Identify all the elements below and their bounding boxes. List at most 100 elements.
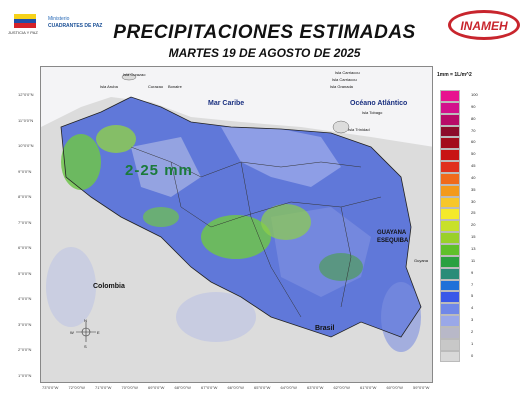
lat-tick-label: 10°0'0"N (18, 143, 34, 148)
legend-value: 7 (471, 281, 474, 287)
lat-tick-label: 4°0'0"N (18, 296, 32, 301)
legend-swatch: 90 (440, 101, 475, 114)
lon-tick-label: 61°0'0"W (360, 385, 377, 390)
legend-swatch: 20 (440, 220, 475, 233)
legend-value: 45 (471, 163, 476, 169)
legend-value: 11 (471, 257, 476, 263)
compass-s-label: S (84, 344, 87, 349)
logo-left-line1: Ministerio (48, 16, 70, 22)
place-label: Isla Aruba (100, 84, 118, 89)
legend-value: 9 (471, 269, 474, 275)
legend-value: 35 (471, 186, 476, 192)
legend-swatch: 5 (440, 291, 473, 304)
lat-tick-label: 12°0'0"N (18, 92, 34, 97)
rain-range-label: 2-25 mm (125, 162, 193, 179)
legend-swatch: 2 (440, 326, 473, 339)
venezuela-flag-icon (14, 14, 36, 28)
lat-tick-label: 7°0'0"N (18, 219, 32, 225)
legend-swatch: 50 (440, 149, 475, 162)
compass-n-label: N (84, 318, 87, 323)
legend-value: 50 (471, 151, 476, 157)
colombia-label: Colombia (93, 283, 125, 290)
place-label: Isla Tobago (362, 110, 383, 115)
legend-title: 1mm = 1L/m^2 (437, 72, 472, 78)
place-label: Isla Curazao (123, 72, 146, 77)
lat-tick-label: 6°0'0"N (18, 245, 32, 250)
place-label: Curazao (148, 84, 164, 89)
inameh-logo-text: INAMEH (460, 19, 508, 33)
lat-tick-label: 3°0'0"N (18, 321, 32, 327)
legend-value: 25 (471, 210, 476, 216)
legend-swatch: 11 (440, 255, 475, 268)
page-subtitle: MARTES 19 DE AGOSTO DE 2025 (168, 46, 361, 60)
legend-swatch: 80 (440, 113, 475, 126)
legend-swatch: 45 (440, 161, 475, 173)
legend-swatch: 100 (440, 90, 478, 102)
place-label: Isla Granada (330, 84, 353, 89)
lon-tick-label: 67°0'0"W (201, 385, 218, 390)
compass-w-label: W (70, 330, 74, 335)
legend-swatch: 0 (440, 350, 473, 363)
lon-tick-label: 59°0'0"W (413, 385, 430, 390)
oceano-atlantico-label: Océano Atlántico (350, 100, 408, 107)
lat-tick-label: 2°0'0"N (18, 347, 32, 352)
map-canvas (41, 67, 432, 382)
lon-tick-label: 73°0'0"W (42, 385, 59, 390)
legend-swatch: 30 (440, 196, 475, 209)
legend-value: 4 (471, 305, 474, 311)
lon-tick-label: 70°0'0"W (121, 385, 138, 390)
legend-swatch: 70 (440, 125, 475, 138)
legend-value: 0 (471, 352, 474, 358)
legend-swatch: 13 (440, 243, 475, 256)
lon-tick-label: 60°0'0"W (386, 385, 403, 390)
lon-tick-label: 72°0'0"W (68, 385, 85, 390)
legend-swatch: 15 (440, 232, 475, 244)
legend-value: 5 (471, 293, 474, 299)
legend-value: 13 (471, 245, 476, 251)
legend-swatch: 9 (440, 267, 473, 280)
inameh-logo: INAMEH (448, 10, 520, 40)
legend-value: 30 (471, 198, 476, 204)
ministry-logo: JUSTICIA Y PAZ Ministerio CUADRANTES DE … (8, 14, 126, 38)
legend-value: 20 (471, 222, 476, 228)
lon-tick-label: 68°0'0"W (174, 385, 191, 390)
legend-swatch: 40 (440, 172, 475, 185)
lon-tick-label: 65°0'0"W (254, 385, 271, 390)
place-label: Isla Carriacou (335, 70, 360, 75)
legend-value: 3 (471, 317, 474, 323)
legend-value: 15 (471, 234, 476, 240)
precipitation-map (40, 66, 433, 383)
lat-tick-label: 1°0'0"N (18, 372, 32, 378)
lat-tick-label: 11°0'0"N (18, 117, 34, 123)
legend-swatch: 4 (440, 303, 473, 316)
legend-value: 80 (471, 115, 476, 121)
lon-tick-label: 62°0'0"W (333, 385, 350, 390)
logo-left-line2: CUADRANTES DE PAZ (48, 23, 103, 29)
legend-value: 90 (471, 103, 476, 109)
legend-swatch: 1 (440, 338, 473, 351)
compass-e-label: E (97, 330, 100, 335)
page-title: PRECIPITACIONES ESTIMADAS (113, 22, 416, 43)
compass-icon (76, 322, 96, 342)
lon-tick-label: 66°0'0"W (227, 385, 244, 390)
mar-caribe-label: Mar Caribe (208, 100, 245, 107)
place-label: Guyana (414, 258, 429, 263)
lon-tick-label: 63°0'0"W (307, 385, 324, 390)
precipitation-legend: 100 90 80 70 60 50 45 40 35 30 25 20 15 13 11 9 7 5 4 3 2 1 0 (440, 90, 478, 363)
legend-value: 100 (471, 92, 478, 97)
legend-value: 2 (471, 328, 474, 334)
lon-tick-label: 71°0'0"W (95, 385, 112, 390)
lat-tick-label: 9°0'0"N (18, 168, 32, 174)
legend-swatch: 60 (440, 137, 475, 150)
lon-tick-label: 64°0'0"W (280, 385, 297, 390)
legend-value: 60 (471, 139, 476, 145)
legend-swatch: 35 (440, 184, 475, 197)
place-label: Isla Trinidad (348, 127, 370, 132)
brasil-label: Brasil (315, 325, 335, 332)
logo-left-small-text: JUSTICIA Y PAZ (8, 30, 38, 35)
place-label: Isla Carriacou (332, 77, 357, 82)
lon-tick-label: 69°0'0"W (148, 385, 165, 390)
guayana-label-1: GUAYANA (377, 230, 407, 236)
legend-swatch: 25 (440, 208, 475, 221)
lat-tick-label: 5°0'0"N (18, 270, 32, 276)
